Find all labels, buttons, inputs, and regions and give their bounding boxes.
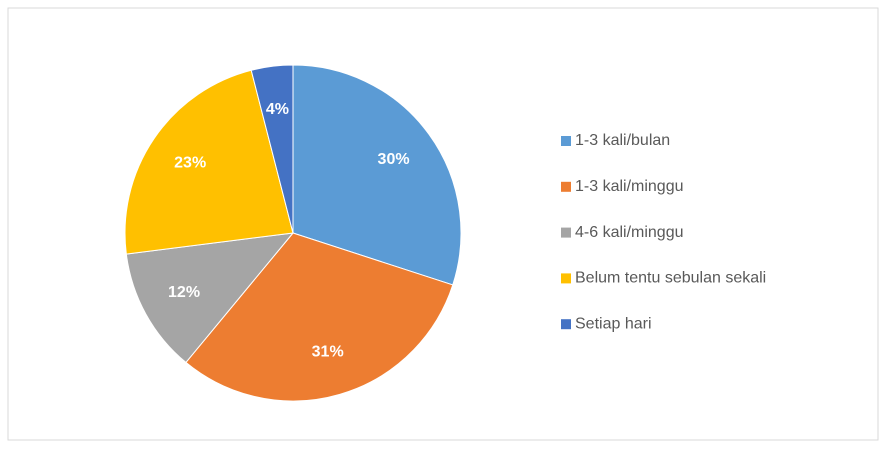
data-label: 31% <box>312 344 344 361</box>
legend-swatch <box>561 136 571 146</box>
legend-swatch <box>561 227 571 238</box>
pie-slice <box>185 232 454 402</box>
legend-label: Belum tentu sebulan sekali <box>575 270 766 287</box>
legend-swatch <box>561 319 571 330</box>
legend-label: Setiap hari <box>575 315 652 332</box>
data-label: 4% <box>266 101 289 118</box>
data-label: 12% <box>168 284 200 301</box>
data-label: 30% <box>378 151 410 168</box>
legend-swatch <box>561 181 571 192</box>
data-label: 23% <box>174 154 206 171</box>
legend-label: 4-6 kali/minggu <box>575 224 684 241</box>
legend-label: 1-3 kali/minggu <box>575 178 684 195</box>
pie-slice <box>125 232 295 364</box>
pie-slice <box>292 64 462 286</box>
legend-box <box>553 120 860 345</box>
legend-label: 1-3 kali/bulan <box>575 132 670 149</box>
pie-slice <box>250 64 294 234</box>
pie-slice <box>124 69 294 255</box>
legend-swatch <box>561 273 571 284</box>
